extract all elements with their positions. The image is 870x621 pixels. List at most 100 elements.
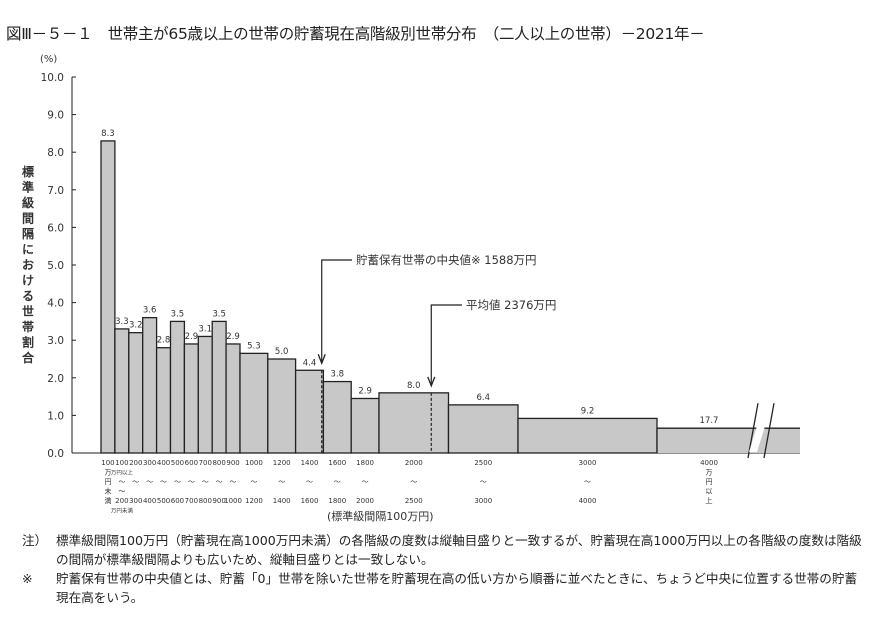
- note-text: 貯蓄保有世帯の中央値とは、貯蓄「0」世帯を除いた世帯を貯蓄現在高の低い方から順番…: [56, 571, 858, 605]
- x-tick-label: 300: [143, 459, 156, 467]
- bar: [322, 380, 352, 454]
- x-tick-label: ～: [202, 478, 209, 486]
- x-tick-label: 上: [706, 496, 713, 505]
- y-label-char: 帯: [22, 319, 34, 334]
- y-tick-label: 4.0: [47, 298, 64, 310]
- bar: [128, 332, 144, 454]
- bar: [294, 369, 325, 454]
- x-tick-label: 万: [104, 469, 111, 477]
- x-tick-label: 1600: [328, 459, 346, 467]
- x-tick-label: ～: [278, 478, 285, 486]
- note-head: 注）: [22, 533, 48, 548]
- x-tick-label: 満: [104, 497, 111, 505]
- bar-value-label: 3.5: [212, 309, 226, 319]
- x-tick-label: 1600: [301, 497, 319, 505]
- x-tick-label: 3000: [474, 497, 492, 505]
- x-tick-label: 以: [706, 488, 713, 496]
- x-tick-label: 4000: [579, 497, 597, 505]
- y-label-char: 隔: [22, 226, 34, 241]
- x-tick-label: 円: [104, 478, 111, 486]
- bar-value-label: 8.0: [407, 381, 421, 391]
- x-tick-label: ～: [160, 478, 167, 486]
- note-head: ※: [22, 571, 33, 586]
- x-tick-label: ～: [146, 478, 153, 486]
- bar: [142, 316, 158, 454]
- x-tick-label: ～: [250, 478, 257, 486]
- y-tick-label: 6.0: [47, 222, 64, 234]
- x-tick-label: 600: [171, 497, 184, 505]
- y-label-char: 合: [22, 350, 35, 365]
- x-tick-label: 100: [101, 459, 114, 467]
- x-tick-label: 900: [212, 497, 225, 505]
- arrow-head-icon: [427, 376, 436, 388]
- bar-value-label: 4.4: [303, 358, 317, 368]
- x-tick-label: ～: [334, 478, 341, 486]
- notes: 注） 標準級間隔100万円（貯蓄現在高1000万円未満）の各階級の度数は縦軸目盛り…: [22, 531, 862, 607]
- x-tick-label: 1400: [273, 497, 291, 505]
- bar: [100, 140, 116, 454]
- x-tick-label: 500: [157, 497, 170, 505]
- annotation-label: 平均値 2376万円: [466, 298, 556, 312]
- x-tick-label: 1400: [301, 459, 319, 467]
- y-label-char: 級: [22, 195, 34, 210]
- x-tick-label: 800: [212, 459, 225, 467]
- y-label-char: け: [22, 274, 34, 288]
- x-tick-label: 1800: [356, 459, 374, 467]
- annotation-leader-line: [321, 259, 352, 363]
- y-label-char: 標: [22, 164, 34, 179]
- y-tick-label: 3.0: [47, 335, 64, 347]
- x-tick-label: ～: [174, 478, 181, 486]
- axis-break-gap: [749, 426, 765, 452]
- bar: [267, 358, 297, 454]
- x-tick-label: 2000: [405, 459, 423, 467]
- x-tick-label: 400: [143, 497, 156, 505]
- y-tick-label: 8.0: [47, 147, 64, 159]
- x-tick-label: 3000: [579, 459, 597, 467]
- x-tick-label: 200: [129, 459, 142, 467]
- x-tick-label: 600: [185, 459, 198, 467]
- y-label-char: 割: [22, 335, 34, 350]
- x-tick-label: 1000: [245, 459, 263, 467]
- x-tick-label: 700: [199, 459, 212, 467]
- x-tick-label: 1800: [328, 497, 346, 505]
- bar-value-label: 3.6: [143, 306, 157, 316]
- x-tick-label: 1200: [273, 459, 291, 467]
- y-label-char: お: [22, 258, 34, 272]
- bar-value-label: 2.9: [185, 332, 199, 342]
- x-tick-label: 300: [129, 497, 142, 505]
- bar: [155, 347, 172, 454]
- x-tick-label: 2500: [405, 497, 423, 505]
- bar: [211, 320, 227, 454]
- x-tick-label: 800: [199, 497, 212, 505]
- y-tick-label: 1.0: [47, 410, 64, 422]
- bar: [225, 343, 241, 454]
- x-tick-label: 400: [157, 459, 170, 467]
- x-tick-label: 1200: [245, 497, 263, 505]
- y-label-char: 間: [22, 212, 34, 226]
- annotation-leader-line: [430, 304, 462, 385]
- x-tick-label: ～: [132, 478, 139, 486]
- x-tick-label: ～: [188, 478, 195, 486]
- y-tick-label: 10.0: [41, 72, 64, 84]
- y-label-char: 準: [22, 180, 34, 195]
- x-tick-label: ～: [410, 478, 417, 486]
- y-tick-label: 2.0: [47, 373, 64, 385]
- bar: [239, 352, 269, 454]
- bar-value-label: 9.2: [581, 406, 595, 416]
- bar-value-label: 17.7: [700, 416, 719, 426]
- x-tick-label: 円: [706, 478, 713, 486]
- y-tick-label: 5.0: [47, 260, 64, 272]
- x-tick-label: 100: [115, 459, 128, 467]
- x-axis-label: (標準級間隔100万円): [327, 509, 434, 523]
- x-tick-label: 4000: [700, 459, 718, 467]
- x-tick-label: 200: [115, 497, 128, 505]
- note-row: 注） 標準級間隔100万円（貯蓄現在高1000万円未満）の各階級の度数は縦軸目盛り…: [22, 531, 862, 569]
- y-label-char: に: [22, 243, 34, 257]
- bar: [350, 397, 380, 454]
- bar-value-label: 3.1: [198, 324, 212, 334]
- y-label-char: 世: [22, 304, 34, 319]
- bar-value-label: 3.8: [331, 370, 345, 380]
- y-unit: (%): [40, 54, 57, 65]
